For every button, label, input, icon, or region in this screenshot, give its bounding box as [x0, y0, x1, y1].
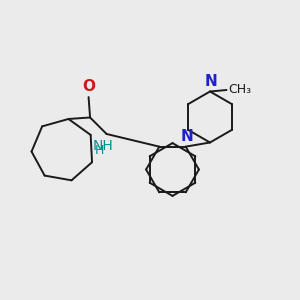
Text: CH₃: CH₃	[228, 82, 251, 96]
Text: N: N	[181, 129, 194, 144]
Text: O: O	[82, 79, 95, 94]
Text: H: H	[94, 144, 104, 157]
Text: NH: NH	[93, 140, 113, 153]
Text: N: N	[204, 74, 217, 88]
